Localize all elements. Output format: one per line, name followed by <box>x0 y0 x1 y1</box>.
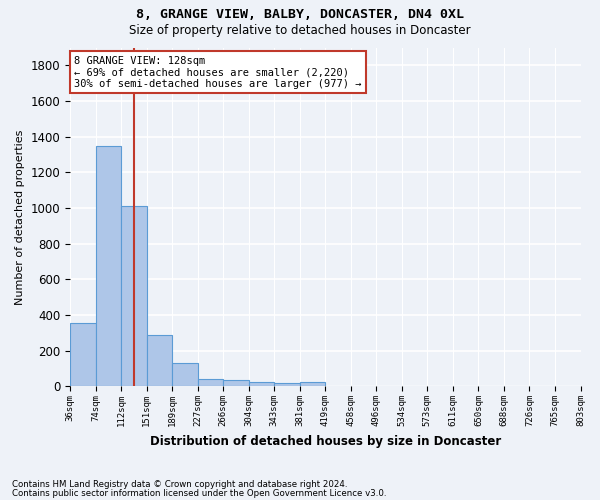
Bar <box>300 382 325 386</box>
Text: Contains HM Land Registry data © Crown copyright and database right 2024.: Contains HM Land Registry data © Crown c… <box>12 480 347 489</box>
X-axis label: Distribution of detached houses by size in Doncaster: Distribution of detached houses by size … <box>149 434 501 448</box>
Bar <box>172 363 197 386</box>
Text: Size of property relative to detached houses in Doncaster: Size of property relative to detached ho… <box>129 24 471 37</box>
Bar <box>274 383 300 386</box>
Bar <box>70 323 95 386</box>
Text: 8 GRANGE VIEW: 128sqm
← 69% of detached houses are smaller (2,220)
30% of semi-d: 8 GRANGE VIEW: 128sqm ← 69% of detached … <box>74 56 361 88</box>
Bar <box>121 206 146 386</box>
Bar <box>223 380 248 386</box>
Text: Contains public sector information licensed under the Open Government Licence v3: Contains public sector information licen… <box>12 488 386 498</box>
Bar <box>248 382 274 386</box>
Text: 8, GRANGE VIEW, BALBY, DONCASTER, DN4 0XL: 8, GRANGE VIEW, BALBY, DONCASTER, DN4 0X… <box>136 8 464 20</box>
Bar <box>95 146 121 386</box>
Y-axis label: Number of detached properties: Number of detached properties <box>15 129 25 304</box>
Bar <box>197 379 223 386</box>
Bar <box>146 334 172 386</box>
